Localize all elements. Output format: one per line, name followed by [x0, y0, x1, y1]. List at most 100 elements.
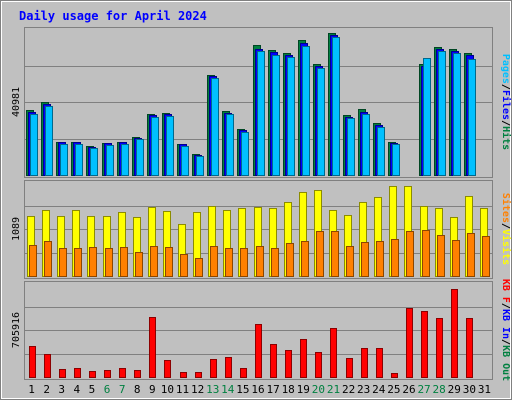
- legend-entry: Hits: [500, 126, 512, 150]
- bar-pages-day-18: [287, 57, 295, 176]
- x-tick-label: 26: [402, 383, 415, 396]
- legend-entry: Files: [500, 90, 512, 120]
- bar-pages-day-16: [257, 51, 265, 176]
- panel-legend: Sites/Visits: [500, 193, 512, 265]
- bar-pages-day-25: [392, 144, 400, 176]
- x-tick-label: 9: [149, 383, 156, 396]
- bar-sites-day-9: [150, 246, 158, 277]
- bar-pages-day-3: [60, 144, 68, 176]
- bar-kb-f-day-27: [421, 311, 428, 378]
- x-tick-label: 27: [417, 383, 430, 396]
- bar-sites-day-16: [256, 246, 264, 277]
- x-tick-label: 19: [297, 383, 310, 396]
- bar-sites-day-20: [316, 231, 324, 277]
- bar-sites-day-30: [467, 233, 475, 277]
- bar-sites-day-18: [286, 243, 294, 277]
- bar-pages-day-24: [377, 127, 385, 176]
- x-tick-label: 29: [448, 383, 461, 396]
- x-tick-label: 24: [372, 383, 386, 396]
- bar-kb-f-day-3: [59, 369, 66, 378]
- bar-kb-f-day-10: [164, 360, 171, 378]
- bar-sites-day-8: [135, 252, 143, 277]
- bar-kb-f-day-28: [436, 318, 443, 378]
- bar-kb-f-day-26: [406, 308, 413, 378]
- legend-entry: KB F: [500, 279, 511, 303]
- bar-kb-f-day-9: [149, 317, 156, 378]
- bar-kb-f-day-2: [44, 354, 51, 378]
- legend-entry: Pages: [500, 54, 511, 84]
- legend-separator: /: [500, 303, 511, 309]
- bar-kb-f-day-23: [361, 348, 368, 378]
- x-tick-label: 23: [357, 383, 370, 396]
- legend-entry: KB Out: [500, 345, 511, 381]
- bar-sites-day-22: [346, 246, 354, 277]
- legend-separator: /: [500, 223, 511, 229]
- panel-visits: 1089 Sites/Visits: [11, 180, 512, 279]
- bar-pages-day-23: [362, 114, 370, 176]
- bar-sites-day-10: [165, 247, 173, 277]
- bar-pages-day-15: [241, 132, 249, 176]
- bar-pages-day-28: [438, 51, 446, 176]
- x-tick-label: 6: [104, 383, 111, 396]
- bar-pages-day-14: [226, 114, 234, 176]
- bar-pages-day-12: [196, 156, 204, 176]
- bar-sites-day-13: [210, 246, 218, 277]
- bar-kb-f-day-8: [134, 370, 141, 378]
- bar-pages-day-11: [181, 146, 189, 176]
- bar-pages-day-5: [90, 148, 98, 176]
- bar-kb-f-day-17: [270, 344, 277, 378]
- bar-sites-day-23: [361, 242, 369, 277]
- bar-pages-day-9: [151, 117, 159, 176]
- bar-pages-day-7: [121, 144, 129, 176]
- bar-pages-day-27: [423, 58, 431, 176]
- x-axis-labels: 1 2 3 4 5 6 7 8 9 10 11 12 13 14 15 16 17 18 19 20 21 22 23 24 2…: [28, 383, 491, 396]
- bar-sites-day-28: [437, 235, 445, 277]
- legend-entry: KB In: [500, 309, 511, 339]
- bar-sites-day-29: [452, 240, 460, 277]
- bar-sites-day-14: [225, 248, 233, 277]
- x-tick-label: 15: [236, 383, 249, 396]
- bar-sites-day-7: [120, 247, 128, 277]
- legend-separator: /: [500, 339, 511, 345]
- bar-pages-day-2: [45, 106, 53, 176]
- x-tick-label: 7: [119, 383, 126, 396]
- bar-sites-day-11: [180, 254, 188, 277]
- bar-sites-day-26: [406, 231, 414, 277]
- bar-kb-f-day-22: [346, 358, 353, 378]
- axis-max-label: 705916: [11, 312, 22, 348]
- bar-kb-f-day-29: [451, 289, 458, 378]
- x-tick-label: 2: [43, 383, 50, 396]
- panel-legend: KB F/KB In/KB Out: [500, 279, 511, 381]
- bar-sites-day-21: [331, 231, 339, 277]
- x-tick-label: 12: [191, 383, 204, 396]
- bar-kb-f-day-1: [29, 346, 36, 378]
- legend-separator: /: [500, 84, 511, 90]
- bar-kb-f-day-30: [466, 318, 473, 378]
- bar-kb-f-day-5: [89, 371, 96, 378]
- axis-max-label: 1089: [11, 217, 22, 241]
- x-tick-label: 13: [206, 383, 219, 396]
- x-tick-label: 14: [221, 383, 235, 396]
- x-tick-label: 18: [282, 383, 295, 396]
- bar-sites-day-25: [391, 239, 399, 277]
- x-tick-label: 31: [478, 383, 491, 396]
- x-tick-label: 11: [176, 383, 189, 396]
- x-tick-label: 4: [74, 383, 81, 396]
- x-tick-label: 8: [134, 383, 141, 396]
- bar-kb-f-day-21: [330, 328, 337, 378]
- x-tick-label: 17: [266, 383, 279, 396]
- x-tick-label: 28: [433, 383, 446, 396]
- bar-kb-f-day-19: [300, 339, 307, 378]
- bar-kb-f-day-15: [240, 368, 247, 378]
- bar-kb-f-day-16: [255, 324, 262, 378]
- bar-kb-f-day-25: [391, 373, 398, 378]
- bar-sites-day-27: [422, 230, 430, 277]
- bar-kb-f-day-13: [210, 359, 217, 378]
- bar-sites-day-12: [195, 258, 203, 277]
- bar-kb-f-day-6: [104, 370, 111, 378]
- bar-kb-f-day-24: [376, 348, 383, 378]
- x-tick-label: 30: [463, 383, 476, 396]
- x-tick-label: 10: [161, 383, 174, 396]
